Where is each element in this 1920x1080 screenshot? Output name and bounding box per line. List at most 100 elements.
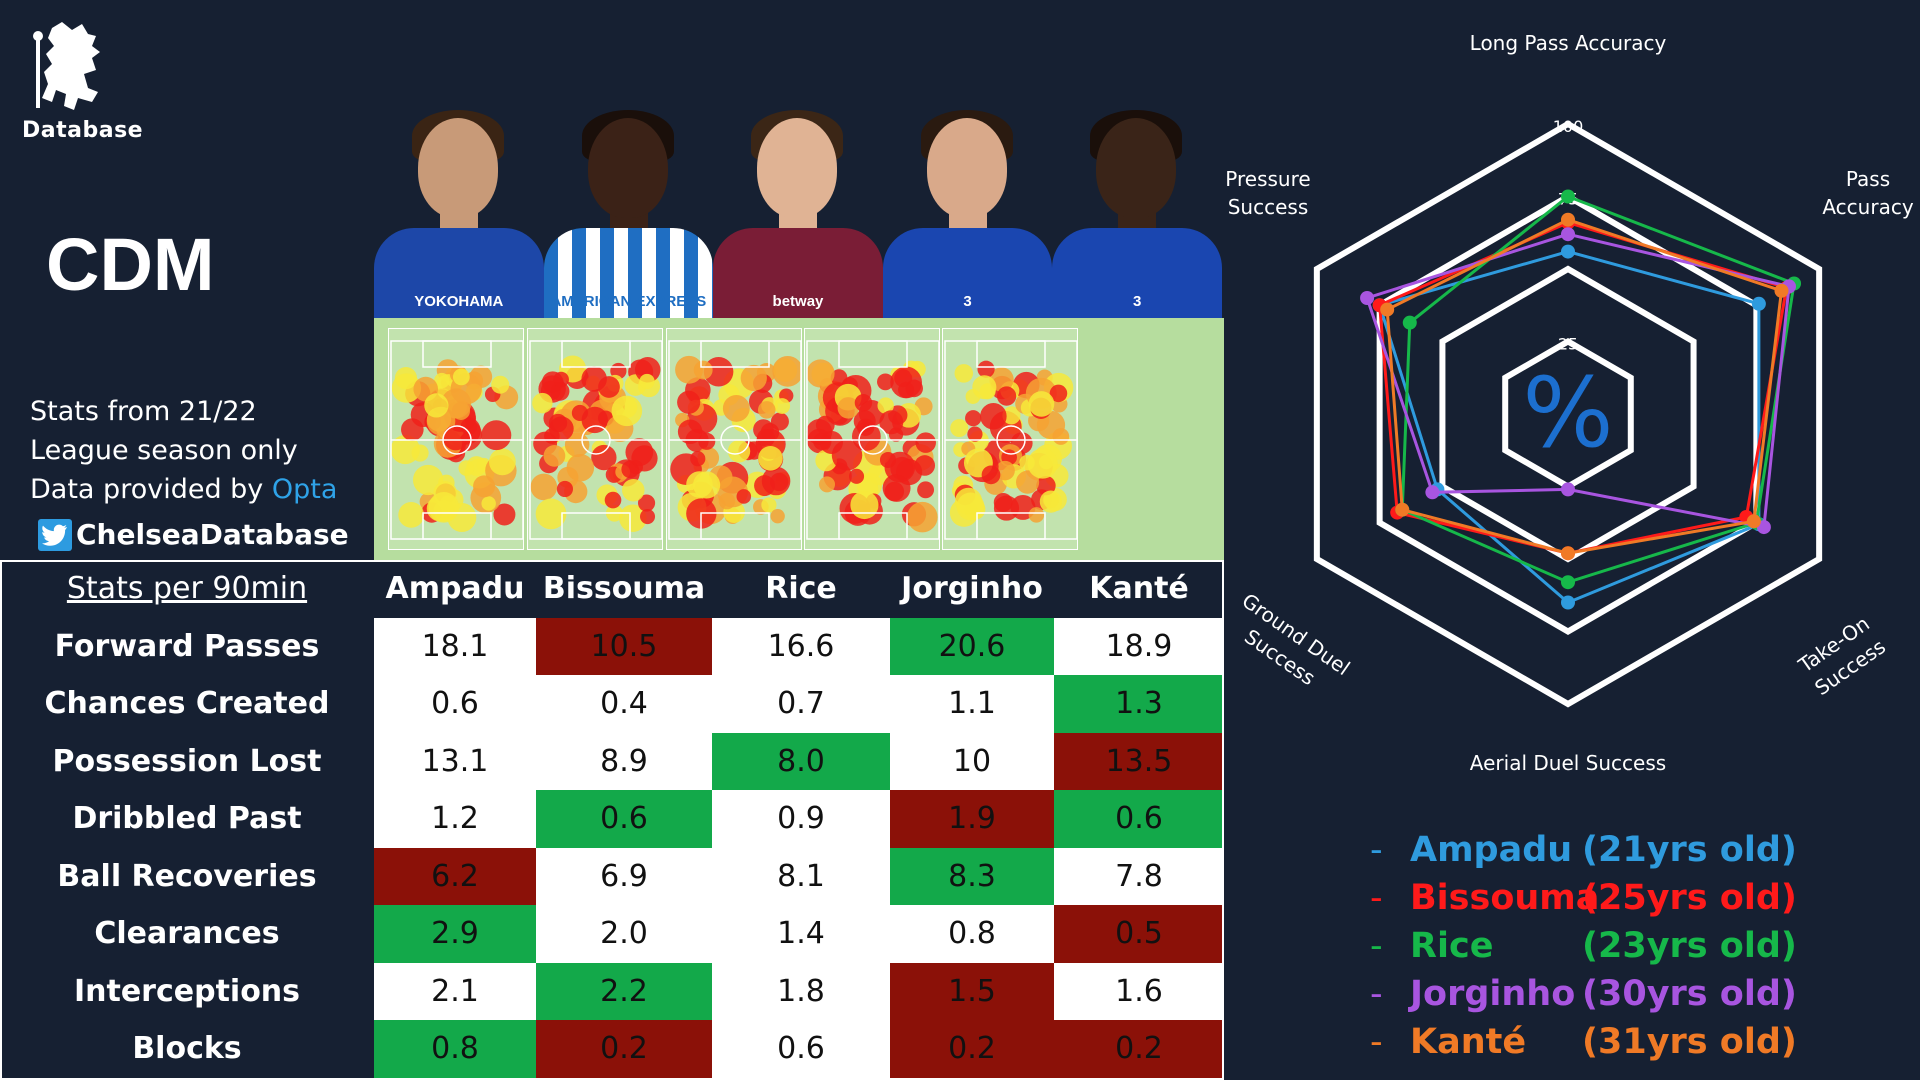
- heat-blob: [598, 376, 620, 398]
- radar-data-point: [1360, 291, 1375, 305]
- lion-crest-icon: [33, 22, 100, 110]
- heat-blob: [1028, 507, 1045, 523]
- pitch-marking: [976, 512, 1046, 540]
- radar-axis-label: Pressure Success: [1225, 167, 1310, 219]
- heat-blob: [830, 369, 848, 386]
- radar-data-point: [1561, 575, 1575, 590]
- heat-blob: [1049, 384, 1068, 403]
- legend-player-name: Rice: [1410, 926, 1494, 966]
- heat-blob: [819, 476, 835, 493]
- heat-blob: [591, 444, 617, 471]
- row-label: Interceptions: [0, 962, 374, 1020]
- radar-data-point: [1561, 482, 1575, 497]
- heat-blob: [965, 410, 982, 427]
- radar-grid-ring: [1313, 120, 1823, 708]
- heat-blob: [693, 471, 721, 499]
- pitch-marking: [700, 512, 770, 540]
- radar-legend: - Ampadu (21yrs old) - Bissouma (25yrs old) - R…: [1370, 826, 1797, 1066]
- twitter-icon: [38, 518, 72, 551]
- position-title: CDM: [46, 223, 215, 306]
- heat-blob: [877, 397, 894, 414]
- heat-blob: [727, 440, 751, 463]
- heat-blob: [549, 416, 574, 442]
- info-season: Stats from 21/22: [30, 396, 257, 427]
- heat-blob: [677, 390, 701, 414]
- stat-cell: 0.2: [1054, 1020, 1224, 1078]
- radar-data-point: [1561, 595, 1575, 610]
- row-label: Chances Created: [0, 675, 374, 733]
- heat-blob: [690, 451, 706, 467]
- stat-cell: 18.9: [1054, 617, 1224, 675]
- radar-data-point: [1425, 485, 1440, 500]
- heat-blob: [977, 360, 995, 378]
- legend-player-name: Bissouma: [1410, 878, 1600, 918]
- stat-cell: 1.9: [890, 790, 1054, 848]
- chelsea-database-logo: Database: [22, 18, 143, 148]
- heat-blob: [473, 475, 496, 498]
- shirt-sponsor: betway: [772, 293, 824, 310]
- legend-entry: - Ampadu (21yrs old): [1370, 826, 1797, 874]
- player-heatmap: [942, 328, 1078, 550]
- radar-axis-label-line: Pass: [1846, 167, 1890, 191]
- radar-center-symbol: %: [1522, 357, 1613, 469]
- stats-table: Stats per 90min Ampadu Bissouma Rice Jor…: [0, 560, 1224, 1078]
- stat-cell: 2.9: [374, 905, 536, 963]
- legend-player-age: (31yrs old): [1582, 1022, 1797, 1062]
- stat-cell: 16.6: [712, 617, 890, 675]
- radar-tick-label: 100: [1553, 117, 1584, 136]
- legend-dash: -: [1370, 1022, 1383, 1062]
- radar-data-point: [1395, 502, 1410, 517]
- legend-entry: - Kanté (31yrs old): [1370, 1018, 1797, 1066]
- heat-blob: [877, 373, 894, 391]
- heat-blob: [736, 489, 752, 504]
- heat-blob: [635, 357, 661, 383]
- heatmap-pitch: [806, 340, 939, 540]
- heat-blob: [884, 481, 905, 502]
- heat-blob: [806, 359, 835, 388]
- legend-entry: - Jorginho (30yrs old): [1370, 970, 1797, 1018]
- pitch-marking: [838, 512, 908, 540]
- heat-blob: [815, 415, 835, 435]
- pitch-marking: [976, 340, 1046, 368]
- heat-blob: [879, 451, 896, 468]
- heat-blob: [761, 497, 777, 513]
- legend-player-name: Ampadu: [1410, 830, 1573, 870]
- player-photos: YOKOHAMA AMERICAN EXPRESS betway 3 3: [374, 96, 1222, 318]
- stat-cell: 0.2: [536, 1020, 712, 1078]
- pitch-marking: [581, 425, 611, 455]
- heat-blob: [428, 492, 460, 523]
- stat-cell: 2.2: [536, 962, 712, 1020]
- radar-data-point: [1561, 227, 1575, 242]
- player-face: [418, 118, 498, 218]
- pitch-marking: [422, 340, 492, 368]
- heat-blob: [1039, 490, 1062, 513]
- stat-cell: 1.1: [890, 675, 1054, 733]
- heat-blob: [849, 468, 865, 484]
- stat-cell: 0.7: [712, 675, 890, 733]
- heat-blob: [1027, 448, 1058, 479]
- heat-blob: [556, 480, 574, 498]
- legend-player-age: (25yrs old): [1582, 878, 1797, 918]
- heat-blob: [677, 419, 703, 445]
- row-label: Ball Recoveries: [0, 847, 374, 905]
- row-label: Blocks: [0, 1020, 374, 1078]
- legend-dash: -: [1370, 926, 1383, 966]
- radar-data-point: [1561, 546, 1575, 561]
- radar-tick-label: 25: [1558, 335, 1578, 354]
- legend-player-age: (23yrs old): [1582, 926, 1797, 966]
- heat-blob: [543, 445, 566, 467]
- radar-chart: 2575100%Long Pass AccuracyPassAccuracyTa…: [1225, 31, 1914, 775]
- table-row: Clearances 2.9 2.0 1.4 0.8 0.5: [0, 905, 1224, 963]
- heat-blob: [530, 473, 558, 501]
- heat-blob: [981, 465, 1001, 485]
- radar-data-point: [1746, 514, 1761, 529]
- heat-blob: [693, 360, 713, 380]
- heat-blob: [398, 502, 425, 528]
- stat-cell: 1.4: [712, 905, 890, 963]
- heat-blob: [443, 425, 469, 451]
- stat-cell: 0.4: [536, 675, 712, 733]
- player-shirt: [1052, 228, 1222, 318]
- radar-axis-label: Pass Accuracy: [1822, 167, 1913, 219]
- radar-axis-label-line: Pressure: [1225, 167, 1310, 191]
